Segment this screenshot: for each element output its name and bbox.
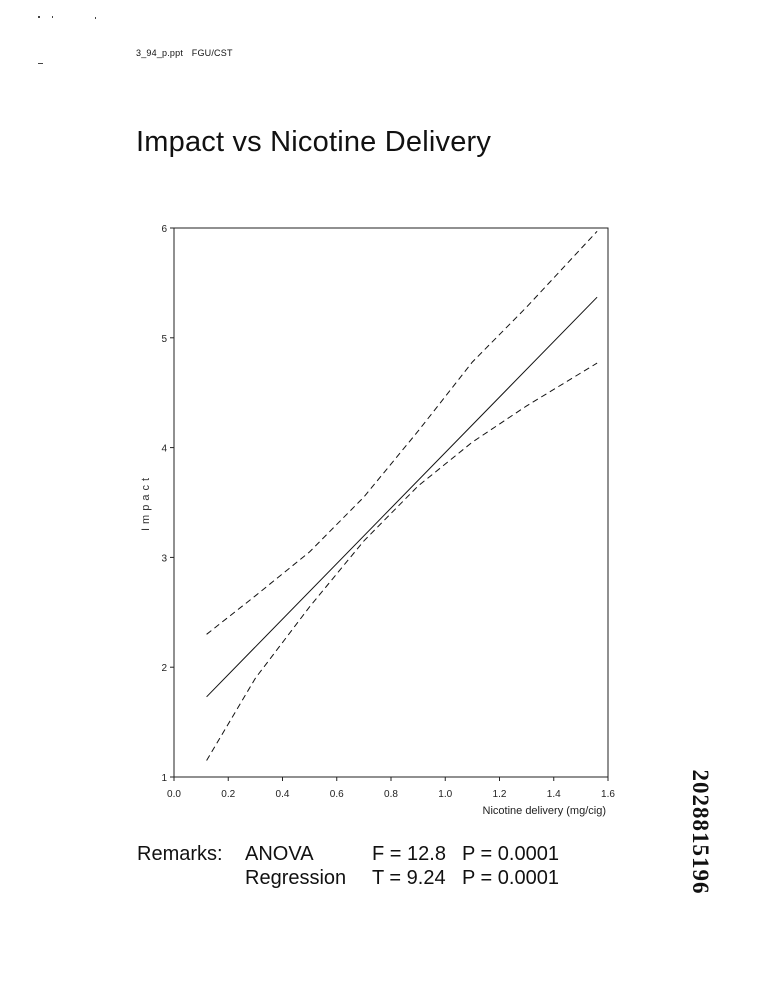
x-tick-label: 0.6: [330, 789, 344, 800]
department: FGU/CST: [191, 48, 233, 58]
file-header: 3_94_p.ppt FGU/CST: [136, 48, 233, 58]
remarks-label: Remarks:: [137, 843, 223, 865]
x-tick-label: 1.6: [601, 789, 615, 800]
upper-confidence-line: [206, 230, 598, 635]
x-tick-label: 0.0: [167, 789, 181, 800]
test-name: ANOVA: [245, 843, 314, 865]
y-tick-label: 2: [161, 663, 167, 674]
plot-frame: [173, 227, 609, 778]
scan-speck: [95, 17, 96, 19]
file-name: 3_94_p.ppt: [136, 48, 184, 58]
scan-speck: [38, 16, 40, 18]
test-statistic: F = 12.8: [372, 843, 446, 865]
y-tick-label: 6: [161, 224, 167, 235]
y-tick-label: 3: [161, 553, 167, 564]
scan-speck: [38, 63, 43, 64]
lower-confidence-line: [206, 362, 598, 761]
regression-line: [206, 296, 598, 698]
x-tick-label: 1.2: [493, 789, 507, 800]
x-tick-label: 1.0: [438, 789, 452, 800]
test-statistic: T = 9.24: [372, 867, 446, 889]
test-name: Regression: [245, 867, 347, 889]
x-tick-label: 1.4: [547, 789, 561, 800]
y-tick-label: 4: [161, 444, 167, 455]
x-tick-label: 0.2: [221, 789, 235, 800]
scan-speck: [52, 16, 53, 18]
y-axis-label: Impact: [140, 474, 152, 531]
p-value: P = 0.0001: [462, 843, 559, 865]
y-tick-label: 1: [161, 773, 167, 784]
x-tick-label: 0.4: [276, 789, 290, 800]
x-axis-label: Nicotine delivery (mg/cig): [483, 805, 606, 817]
document-number: 2028815196: [688, 769, 713, 895]
x-tick-label: 0.8: [384, 789, 398, 800]
y-tick-label: 5: [161, 334, 167, 345]
p-value: P = 0.0001: [462, 867, 559, 889]
page-title: Impact vs Nicotine Delivery: [136, 126, 492, 158]
